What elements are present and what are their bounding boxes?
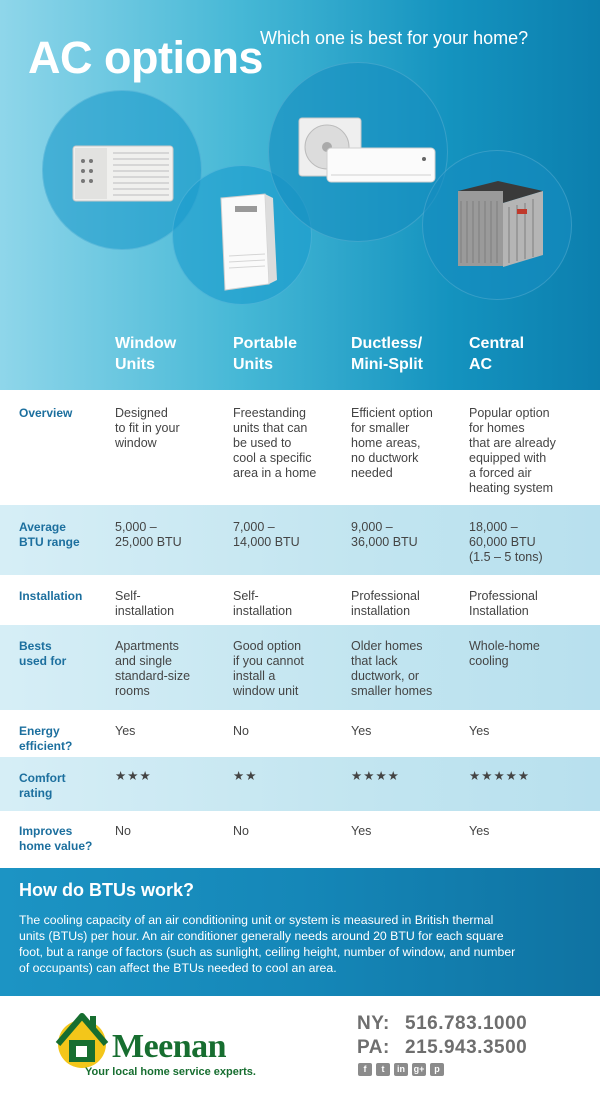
hero-banner: AC options Which one is best for your ho… <box>0 0 600 390</box>
google-plus-icon[interactable]: g+ <box>412 1063 426 1076</box>
table-row-comfort-rating: Comfort rating ★★★ ★★ ★★★★ ★★★★★ <box>0 757 600 811</box>
table-cell: Yes <box>351 824 372 838</box>
table-cell: Designed to fit in your window <box>115 406 180 450</box>
table-cell: Yes <box>115 724 136 738</box>
btu-info-box: How do BTUs work? The cooling capacity o… <box>0 868 600 996</box>
central-ac-circle <box>422 150 572 300</box>
row-label: Bests used for <box>19 639 67 668</box>
pinterest-icon[interactable]: p <box>430 1063 444 1076</box>
star-icon: ★ <box>375 769 388 783</box>
table-row-home-value: Improves home value? No No Yes Yes <box>0 811 600 865</box>
row-label: Comfort rating <box>19 771 66 800</box>
table-cell: No <box>233 824 249 838</box>
star-icon: ★ <box>245 769 258 783</box>
star-rating: ★★★ <box>115 769 227 784</box>
table-cell: Whole-home cooling <box>469 639 540 668</box>
star-icon: ★ <box>351 769 364 783</box>
star-icon: ★ <box>517 769 531 783</box>
table-cell: Self-installation <box>115 589 175 618</box>
star-rating: ★★★★ <box>351 769 463 784</box>
twitter-icon[interactable]: t <box>376 1063 390 1076</box>
star-icon: ★ <box>363 769 376 783</box>
star-rating: ★★★★★ <box>469 769 581 784</box>
table-cell: Efficient option for smaller home areas, no… <box>351 406 433 480</box>
row-label: Improves home value? <box>19 824 93 853</box>
table-row-btu-range: Average BTU range 5,000 –25,000 BTU 7,000 –… <box>0 505 600 575</box>
table-cell: 7,000 –14,000 BTU <box>233 520 300 549</box>
window-unit-circle <box>42 90 202 250</box>
facebook-icon[interactable]: f <box>358 1063 372 1076</box>
table-cell: Popular option for homes that are already e… <box>469 406 556 495</box>
ductless-unit-circle <box>268 62 448 242</box>
table-cell: Professional Installation <box>469 589 538 618</box>
page-title: AC options <box>28 32 263 83</box>
star-icon: ★ <box>469 769 482 783</box>
house-logo-icon <box>55 1013 109 1068</box>
page-subtitle: Which one is best for your home? <box>260 28 529 48</box>
table-row-energy-efficient: Energy efficient? Yes No Yes Yes <box>0 710 600 757</box>
row-label: Installation <box>19 589 83 603</box>
table-cell: Professional installation <box>351 589 420 618</box>
table-row-installation: Installation Self-installation Self-instal… <box>0 575 600 625</box>
window-ac-icon <box>72 145 174 202</box>
central-ac-icon <box>458 181 543 267</box>
column-header-central: Central AC <box>469 335 525 373</box>
table-cell: 9,000 –36,000 BTU <box>351 520 418 549</box>
phone-ny: NY: 516.783.1000 <box>357 1013 528 1034</box>
star-icon: ★ <box>233 769 246 783</box>
row-label: Energy efficient? <box>19 724 73 753</box>
table-cell: No <box>115 824 131 838</box>
comparison-table: Overview Designed to fit in your window Free… <box>0 390 600 865</box>
table-cell: Self-installation <box>233 589 293 618</box>
row-label: Overview <box>19 406 73 420</box>
table-row-best-use: Bests used for Apartments and single standar… <box>0 625 600 710</box>
star-icon: ★ <box>115 769 128 783</box>
linkedin-icon[interactable]: in <box>394 1063 408 1076</box>
table-cell: Freestanding units that can be used to cool… <box>233 406 317 480</box>
brand-name: Meenan <box>112 1028 227 1065</box>
phone-pa: PA: 215.943.3500 <box>357 1037 528 1058</box>
row-label: Average BTU range <box>19 520 80 549</box>
btu-heading: How do BTUs work? <box>19 880 194 900</box>
star-rating: ★★ <box>233 769 345 784</box>
star-icon: ★ <box>139 769 152 783</box>
table-cell: Yes <box>469 724 490 738</box>
portable-ac-icon <box>220 193 277 291</box>
footer: Meenan Your local home service experts. … <box>0 996 600 1098</box>
table-cell: Yes <box>351 724 372 738</box>
table-cell: Apartments and single standard-size rooms <box>115 639 191 698</box>
table-cell: 18,000 –60,000 BTU (1.5 – 5 tons) <box>469 520 543 564</box>
column-header-ductless: Ductless/ Mini-Split <box>351 335 423 373</box>
star-icon: ★ <box>493 769 506 783</box>
star-icon: ★ <box>481 769 494 783</box>
column-header-portable: Portable Units <box>233 335 298 373</box>
brand-tagline: Your local home service experts. <box>85 1066 256 1078</box>
column-header-window: Window Units <box>115 335 177 373</box>
table-cell: Older homes that lack ductwork, or smaller … <box>351 639 433 698</box>
table-cell: No <box>233 724 249 738</box>
star-icon: ★ <box>387 769 400 783</box>
table-row-overview: Overview Designed to fit in your window Free… <box>0 390 600 505</box>
mini-split-icon <box>298 117 436 183</box>
star-icon: ★ <box>505 769 518 783</box>
table-cell: 5,000 –25,000 BTU <box>115 520 182 549</box>
btu-paragraph: The cooling capacity of an air condition… <box>19 913 516 975</box>
star-icon: ★ <box>127 769 140 783</box>
table-cell: Yes <box>469 824 490 838</box>
social-links: f t in g+ p <box>358 1063 444 1076</box>
table-cell: Good option if you cannot install a window … <box>233 639 304 698</box>
